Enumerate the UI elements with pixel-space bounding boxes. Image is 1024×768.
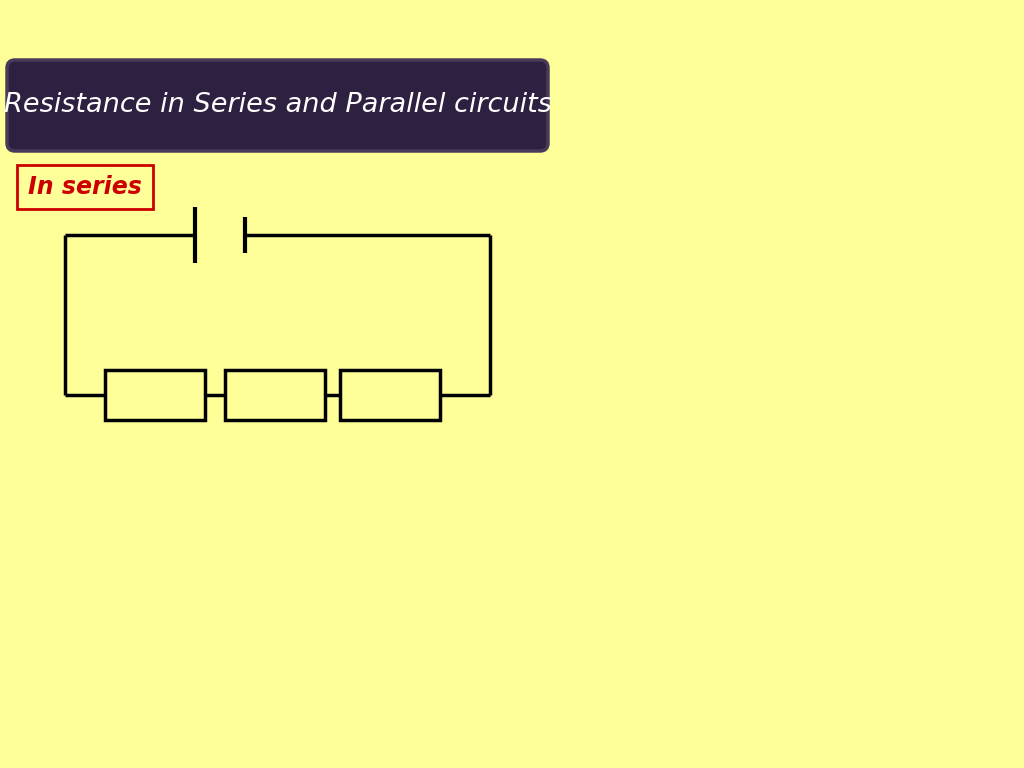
FancyBboxPatch shape <box>17 165 153 209</box>
Bar <box>340 370 440 420</box>
Bar <box>105 370 205 420</box>
Text: In series: In series <box>28 175 142 199</box>
FancyBboxPatch shape <box>7 60 548 151</box>
Text: Resistance in Series and Parallel circuits: Resistance in Series and Parallel circui… <box>3 92 552 118</box>
Bar <box>225 370 325 420</box>
